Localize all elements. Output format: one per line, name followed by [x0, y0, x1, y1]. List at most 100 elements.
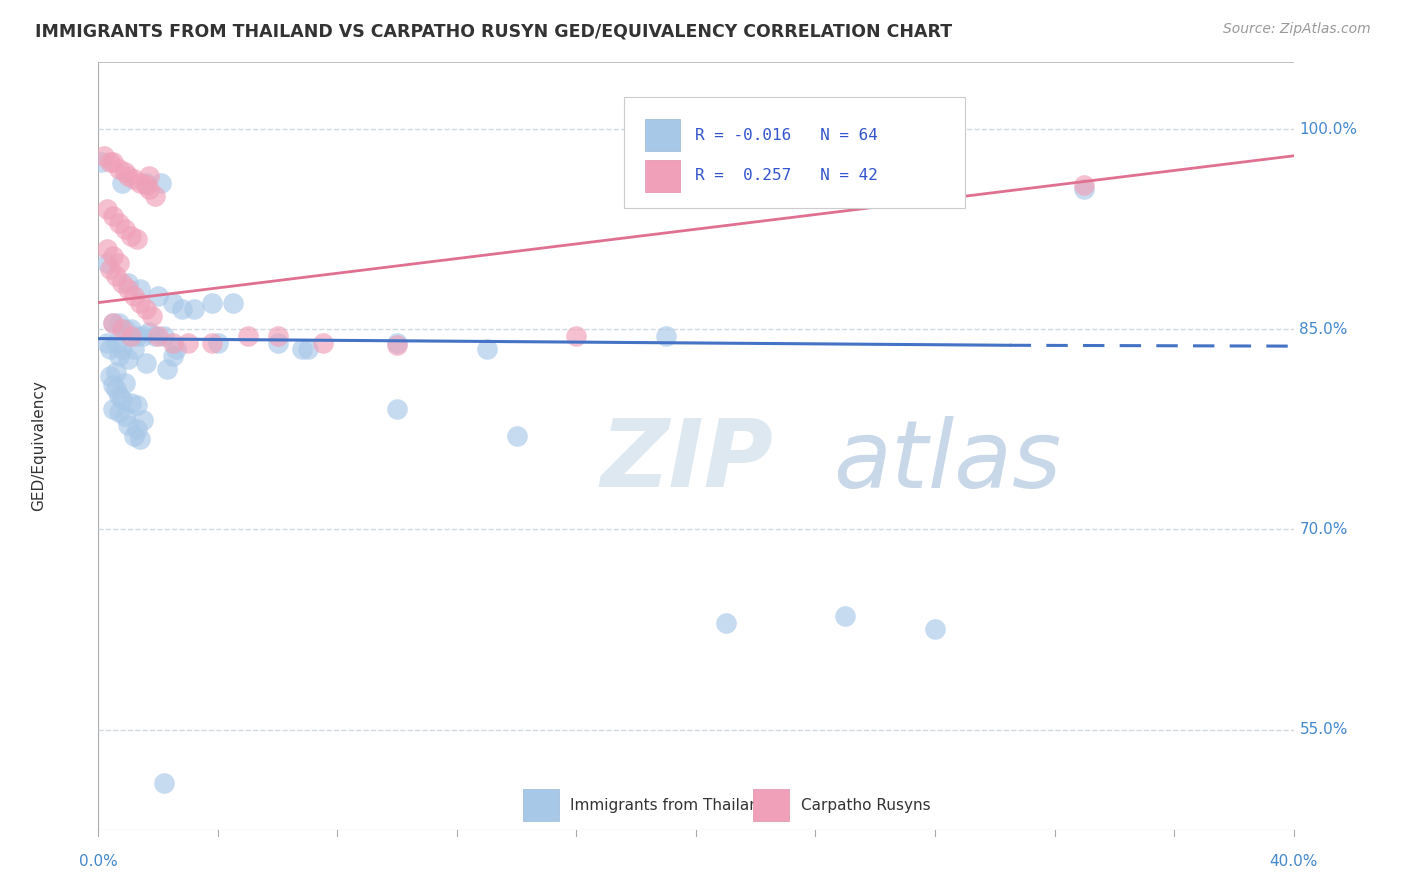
Point [153, 329, 176, 343]
Point [834, 609, 856, 624]
Point [162, 335, 184, 350]
Point [475, 343, 498, 357]
Bar [644, 120, 681, 152]
Point [385, 338, 409, 352]
Point [120, 322, 142, 336]
Point [108, 162, 131, 177]
Point [222, 295, 245, 310]
Text: Carpatho Rusyns: Carpatho Rusyns [801, 797, 931, 813]
Point [162, 295, 184, 310]
Text: 85.0%: 85.0% [1299, 322, 1348, 337]
Point [111, 276, 134, 290]
Point [103, 209, 125, 223]
Point [124, 289, 146, 303]
Point [138, 169, 160, 183]
Point [117, 169, 139, 183]
Point [129, 282, 152, 296]
Point [132, 329, 155, 343]
Point [103, 316, 125, 330]
Point [153, 776, 176, 790]
Text: 55.0%: 55.0% [1299, 722, 1348, 737]
Point [103, 155, 125, 169]
Point [135, 302, 157, 317]
Point [120, 329, 142, 343]
Point [111, 343, 134, 357]
Point [207, 335, 229, 350]
Point [138, 325, 160, 339]
FancyBboxPatch shape [624, 97, 965, 208]
Point [127, 329, 149, 343]
Bar [754, 789, 789, 822]
Point [143, 329, 166, 343]
Point [165, 343, 187, 357]
Text: R =  0.257   N = 42: R = 0.257 N = 42 [695, 169, 877, 184]
Point [1073, 182, 1095, 196]
Point [105, 335, 128, 350]
Point [108, 349, 131, 363]
Point [103, 378, 125, 392]
Point [98, 368, 122, 383]
Point [138, 182, 160, 196]
Point [120, 395, 142, 409]
Point [565, 329, 588, 343]
Point [655, 329, 678, 343]
Point [111, 176, 134, 190]
Text: Immigrants from Thailand: Immigrants from Thailand [571, 797, 769, 813]
Text: ZIP: ZIP [600, 416, 773, 508]
Point [135, 356, 157, 370]
Point [156, 362, 179, 376]
Point [96, 202, 118, 217]
Point [117, 351, 139, 366]
Point [105, 268, 128, 283]
Point [93, 149, 115, 163]
Point [108, 215, 131, 229]
Point [96, 242, 118, 256]
Text: R = -0.016   N = 64: R = -0.016 N = 64 [695, 128, 877, 143]
Point [297, 343, 319, 357]
Point [114, 165, 136, 179]
Point [108, 389, 131, 403]
Point [236, 329, 259, 343]
Point [385, 402, 409, 417]
Point [96, 255, 118, 269]
Point [96, 335, 118, 350]
Point [111, 392, 134, 406]
Point [148, 329, 170, 343]
Point [127, 231, 149, 245]
Point [129, 295, 152, 310]
Text: 40.0%: 40.0% [1270, 854, 1317, 869]
Point [105, 382, 128, 396]
Point [98, 155, 122, 169]
Point [117, 418, 139, 433]
Point [124, 171, 146, 186]
Point [117, 276, 139, 290]
Point [98, 262, 122, 277]
Point [108, 255, 131, 269]
Point [114, 409, 136, 423]
Point [103, 402, 125, 417]
Point [90, 155, 112, 169]
Point [114, 222, 136, 236]
Point [117, 282, 139, 296]
Point [172, 302, 194, 317]
Point [103, 316, 125, 330]
Point [98, 343, 122, 357]
Text: 70.0%: 70.0% [1299, 522, 1348, 537]
Point [201, 335, 224, 350]
Point [506, 429, 529, 443]
Bar [644, 160, 681, 192]
Point [120, 228, 142, 243]
Point [129, 176, 152, 190]
Point [177, 335, 200, 350]
Point [924, 623, 946, 637]
Text: GED/Equivalency: GED/Equivalency [31, 381, 46, 511]
Point [127, 422, 149, 436]
Point [114, 376, 136, 390]
Point [114, 322, 136, 336]
Point [132, 413, 155, 427]
Bar [523, 789, 558, 822]
Point [714, 615, 737, 630]
Text: IMMIGRANTS FROM THAILAND VS CARPATHO RUSYN GED/EQUIVALENCY CORRELATION CHART: IMMIGRANTS FROM THAILAND VS CARPATHO RUS… [35, 22, 952, 40]
Point [267, 329, 290, 343]
Point [291, 343, 314, 357]
